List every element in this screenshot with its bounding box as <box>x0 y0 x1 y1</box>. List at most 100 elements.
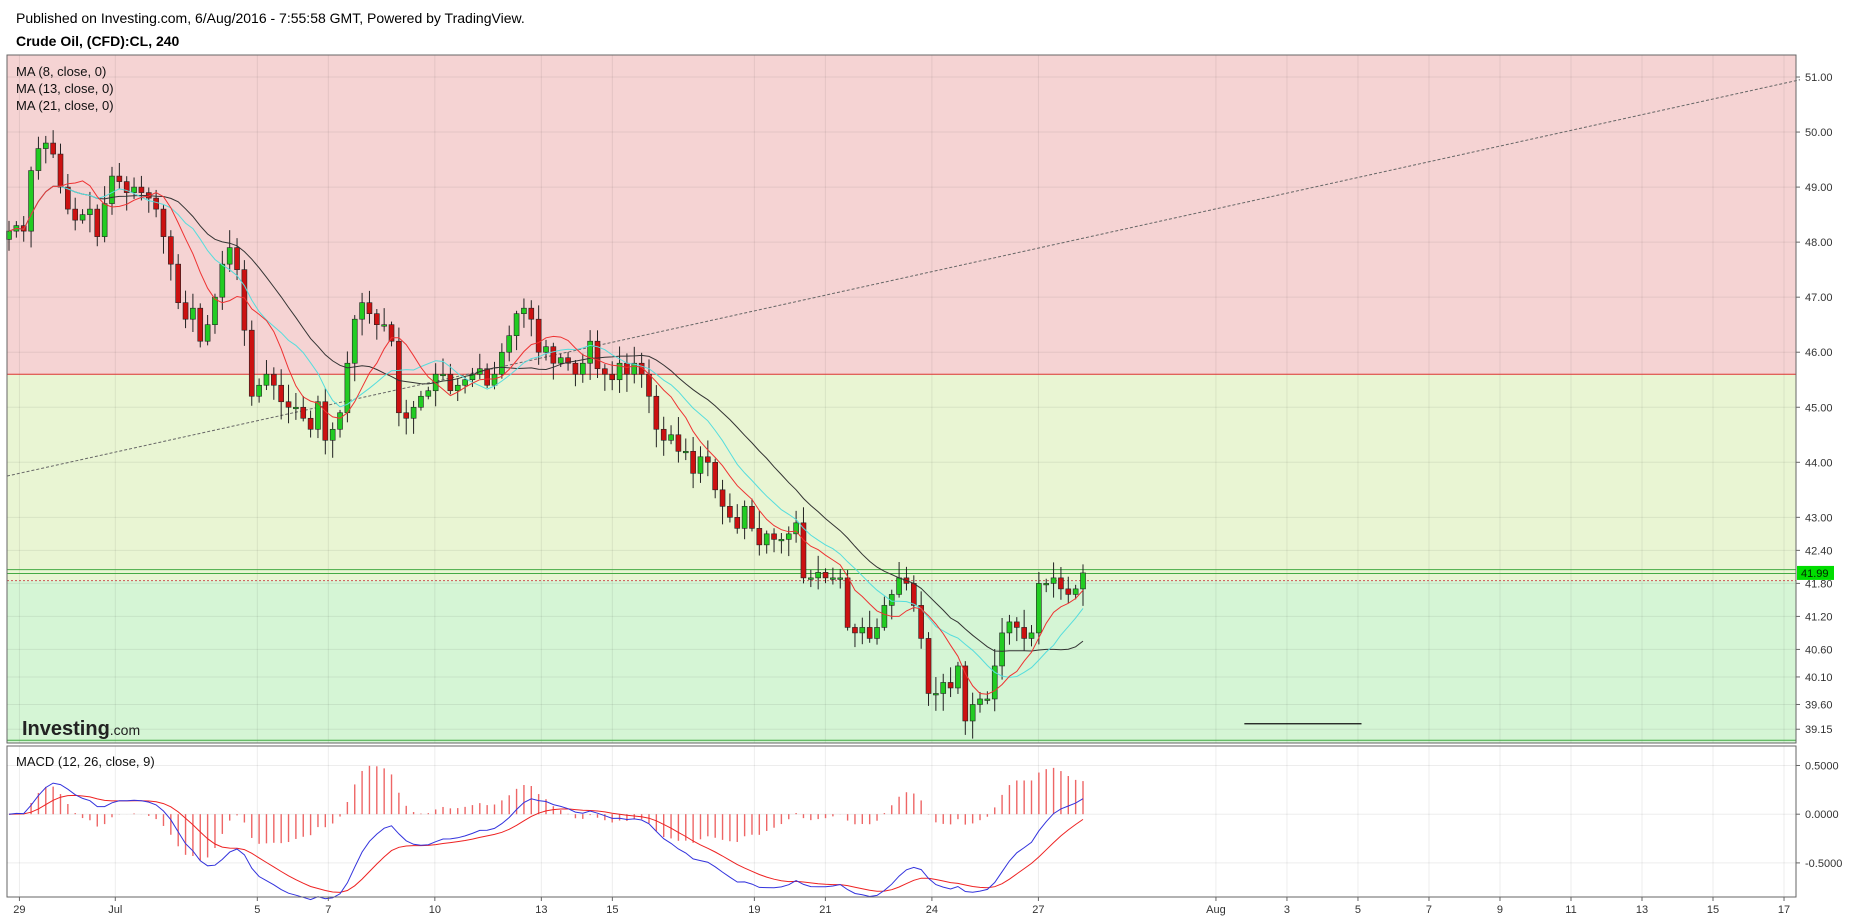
candle-down[interactable] <box>727 506 733 518</box>
candle-up[interactable] <box>87 208 93 215</box>
candle-up[interactable] <box>293 406 299 410</box>
candle-up[interactable] <box>1043 583 1050 586</box>
candle-up[interactable] <box>337 412 343 430</box>
candle-up[interactable] <box>499 351 505 375</box>
candle-up[interactable] <box>329 428 336 441</box>
candle-up[interactable] <box>1072 588 1079 595</box>
candle-down[interactable] <box>160 208 167 237</box>
candle-up[interactable] <box>256 384 262 397</box>
candle-down[interactable] <box>388 324 395 342</box>
candle-down[interactable] <box>690 450 696 474</box>
candle-down[interactable] <box>300 406 307 419</box>
candle-up[interactable] <box>984 698 991 701</box>
candle-up[interactable] <box>190 307 196 320</box>
candle-down[interactable] <box>653 395 660 430</box>
candle-up[interactable] <box>682 450 689 454</box>
candle-up[interactable] <box>506 335 513 353</box>
candle-up[interactable] <box>315 401 321 430</box>
candle-down[interactable] <box>734 517 741 529</box>
candle-up[interactable] <box>940 682 947 694</box>
candle-down[interactable] <box>72 208 79 221</box>
candle-up[interactable] <box>616 362 623 381</box>
candle-up[interactable] <box>521 307 527 314</box>
candle-up[interactable] <box>462 379 468 386</box>
candle-down[interactable] <box>322 401 329 441</box>
candle-down[interactable] <box>285 401 292 408</box>
candle-down[interactable] <box>1058 577 1064 590</box>
candle-down[interactable] <box>594 340 601 370</box>
candle-down[interactable] <box>366 302 373 314</box>
candle-up[interactable] <box>454 384 461 392</box>
candle-up[interactable] <box>1036 583 1042 634</box>
candle-up[interactable] <box>513 313 520 337</box>
candle-up[interactable] <box>28 170 34 232</box>
candle-up[interactable] <box>212 296 218 325</box>
candle-down[interactable] <box>1021 627 1027 639</box>
candle-down[interactable] <box>528 307 535 320</box>
candle-down[interactable] <box>116 175 123 182</box>
candle-up[interactable] <box>977 698 983 705</box>
candle-down[interactable] <box>374 313 380 325</box>
candle-up[interactable] <box>741 506 748 529</box>
candle-down[interactable] <box>278 384 284 403</box>
candle-down[interactable] <box>660 428 667 441</box>
candle-down[interactable] <box>447 373 454 392</box>
candle-up[interactable] <box>1028 632 1035 639</box>
candle-up[interactable] <box>226 247 233 265</box>
candle-down[interactable] <box>609 373 616 381</box>
candle-down[interactable] <box>572 362 579 375</box>
candle-down[interactable] <box>962 665 969 722</box>
candle-down[interactable] <box>602 368 608 375</box>
candle-up[interactable] <box>778 539 785 542</box>
candle-down[interactable] <box>94 208 101 237</box>
candle-down[interactable] <box>756 528 763 546</box>
candle-up[interactable] <box>697 456 704 474</box>
candle-up[interactable] <box>874 627 880 639</box>
candle-up[interactable] <box>1080 572 1086 590</box>
candle-down[interactable] <box>918 605 924 639</box>
candle-down[interactable] <box>234 247 240 270</box>
candle-down[interactable] <box>57 153 64 188</box>
candle-down[interactable] <box>866 627 873 639</box>
candle-down[interactable] <box>925 638 932 694</box>
candle-down[interactable] <box>50 142 56 155</box>
candle-down[interactable] <box>800 522 807 579</box>
candle-up[interactable] <box>359 302 365 320</box>
candle-up[interactable] <box>859 627 866 634</box>
candle-up[interactable] <box>881 605 888 628</box>
candle-down[interactable] <box>168 236 174 265</box>
candle-down[interactable] <box>241 269 248 331</box>
candle-down[interactable] <box>675 434 682 452</box>
candle-down[interactable] <box>822 572 829 579</box>
candle-up[interactable] <box>955 665 961 689</box>
candle-up[interactable] <box>418 395 424 408</box>
candle-down[interactable] <box>403 412 410 419</box>
candle-down[interactable] <box>705 456 711 463</box>
candle-up[interactable] <box>587 340 593 364</box>
candle-up[interactable] <box>42 142 49 149</box>
candle-up[interactable] <box>668 434 674 441</box>
candle-up[interactable] <box>410 406 417 419</box>
candle-down[interactable] <box>852 627 858 634</box>
candle-down[interactable] <box>123 181 130 193</box>
candle-down[interactable] <box>844 577 851 628</box>
candle-up[interactable] <box>35 148 42 171</box>
candle-up[interactable] <box>219 263 226 298</box>
candle-down[interactable] <box>396 340 402 414</box>
candle-down[interactable] <box>535 318 542 353</box>
candle-down[interactable] <box>65 186 71 210</box>
candle-down[interactable] <box>1013 621 1020 628</box>
candle-down[interactable] <box>749 506 755 529</box>
candle-up[interactable] <box>109 175 115 204</box>
candle-down[interactable] <box>947 682 954 689</box>
candle-down[interactable] <box>911 583 917 606</box>
candle-up[interactable] <box>101 203 108 237</box>
candle-down[interactable] <box>624 362 630 375</box>
candle-up[interactable] <box>830 577 836 580</box>
candle-up[interactable] <box>933 693 939 696</box>
candle-up[interactable] <box>1006 621 1013 634</box>
candle-down[interactable] <box>550 346 557 364</box>
candle-up[interactable] <box>991 665 998 700</box>
candle-up[interactable] <box>557 357 564 364</box>
candle-up[interactable] <box>793 522 799 535</box>
